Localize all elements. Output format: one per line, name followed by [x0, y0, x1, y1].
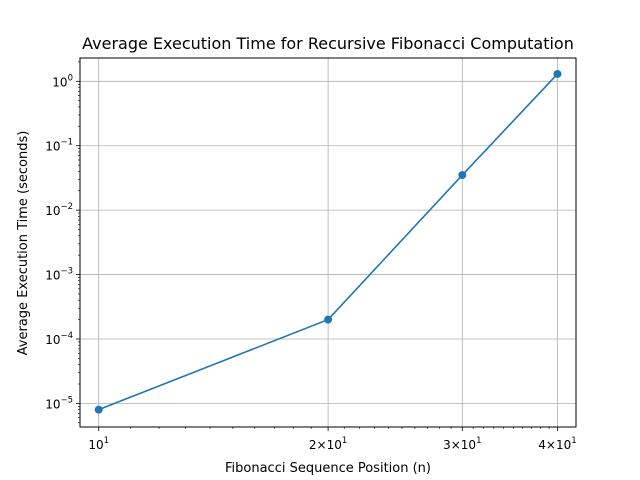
y-tick-label-base: 10: [45, 204, 60, 218]
x-tick-label-base: 4×10: [538, 438, 571, 452]
x-tick-label-base: 10: [88, 438, 103, 452]
x-axis-ticks: 101 2×101 3×101 4×101: [88, 427, 577, 452]
y-tick-label-base: 10: [45, 269, 60, 283]
y-tick-label-exponent: −5: [60, 395, 73, 405]
y-tick-label-exponent: −2: [60, 202, 73, 212]
data-point: [324, 315, 333, 324]
y-tick-label: 10−3: [45, 267, 73, 283]
y-tick-label: 100: [52, 73, 73, 89]
x-tick-label: 2×101: [309, 436, 347, 452]
series-group: [94, 69, 562, 414]
y-tick-label: 10−1: [45, 138, 73, 154]
series-line: [98, 73, 559, 411]
data-point: [94, 405, 103, 414]
y-tick-label: 10−2: [45, 202, 73, 218]
y-tick-label-exponent: −1: [60, 138, 73, 148]
y-tick-label: 10−4: [45, 331, 73, 347]
y-tick-label-exponent: −4: [60, 331, 73, 341]
grid-lines: [80, 58, 576, 427]
y-tick-label-base: 10: [45, 140, 60, 154]
y-tick-label-base: 10: [45, 397, 60, 411]
y-axis-label: Average Execution Time (seconds): [16, 131, 31, 356]
x-tick-label-exponent: 1: [342, 436, 347, 446]
chart-title: Average Execution Time for Recursive Fib…: [82, 34, 574, 53]
y-tick-label-exponent: −3: [60, 267, 73, 277]
x-tick-label: 101: [88, 436, 109, 452]
data-point: [458, 171, 467, 180]
data-point: [553, 69, 562, 78]
x-tick-label-base: 3×10: [443, 438, 476, 452]
y-tick-label-base: 10: [45, 333, 60, 347]
x-tick-label-base: 2×10: [309, 438, 342, 452]
x-axis-label: Fibonacci Sequence Position (n): [225, 461, 431, 476]
x-tick-label-exponent: 1: [104, 436, 109, 446]
y-tick-label: 10−5: [45, 395, 73, 411]
x-tick-label-exponent: 1: [476, 436, 481, 446]
x-tick-label-exponent: 1: [571, 436, 576, 446]
y-tick-label-base: 10: [52, 75, 67, 89]
x-tick-label: 4×101: [538, 436, 576, 452]
y-tick-label-exponent: 0: [68, 73, 73, 83]
x-tick-label: 3×101: [443, 436, 481, 452]
